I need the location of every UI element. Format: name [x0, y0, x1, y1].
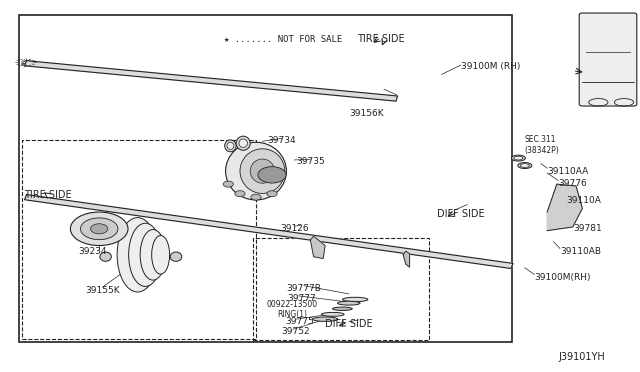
- Ellipse shape: [140, 230, 166, 280]
- Text: 39735: 39735: [296, 157, 324, 166]
- Circle shape: [70, 212, 128, 246]
- Circle shape: [91, 224, 108, 234]
- Text: SEC.311
(38342P): SEC.311 (38342P): [525, 135, 559, 155]
- Polygon shape: [310, 236, 325, 259]
- Ellipse shape: [170, 252, 182, 262]
- Text: 39752: 39752: [282, 327, 310, 336]
- Ellipse shape: [337, 301, 360, 305]
- Text: ★ ....... NOT FOR SALE: ★ ....... NOT FOR SALE: [224, 35, 342, 44]
- Ellipse shape: [225, 140, 236, 152]
- Text: 39156K: 39156K: [349, 109, 383, 118]
- Ellipse shape: [117, 218, 158, 292]
- Polygon shape: [25, 61, 397, 101]
- Text: 00922-13500
RING(1): 00922-13500 RING(1): [266, 300, 317, 319]
- Text: J39101YH: J39101YH: [558, 352, 605, 362]
- Circle shape: [251, 194, 261, 200]
- Polygon shape: [547, 184, 582, 231]
- FancyBboxPatch shape: [579, 13, 637, 106]
- Text: 39155K: 39155K: [85, 286, 120, 295]
- Polygon shape: [24, 195, 513, 269]
- Circle shape: [267, 191, 277, 197]
- Polygon shape: [403, 251, 410, 267]
- Ellipse shape: [250, 159, 275, 183]
- Ellipse shape: [312, 317, 338, 321]
- Ellipse shape: [240, 149, 285, 193]
- Circle shape: [258, 167, 286, 183]
- Ellipse shape: [239, 139, 248, 147]
- Text: 39777B: 39777B: [287, 284, 321, 293]
- Ellipse shape: [514, 156, 523, 160]
- Ellipse shape: [511, 155, 525, 161]
- Ellipse shape: [321, 312, 344, 316]
- Text: 39234: 39234: [79, 247, 107, 256]
- Circle shape: [81, 218, 118, 240]
- Text: 39110AA: 39110AA: [547, 167, 588, 176]
- Ellipse shape: [152, 235, 170, 274]
- Bar: [253, 238, 429, 340]
- Text: 39781: 39781: [573, 224, 602, 233]
- Text: DIFF SIDE: DIFF SIDE: [325, 320, 372, 329]
- Text: 39126: 39126: [280, 224, 308, 233]
- Text: 39777: 39777: [288, 294, 316, 303]
- Text: 39734: 39734: [268, 136, 296, 145]
- Ellipse shape: [520, 164, 529, 167]
- Text: 39100M(RH): 39100M(RH): [534, 273, 591, 282]
- Bar: [19, 15, 512, 342]
- Ellipse shape: [226, 142, 287, 200]
- Ellipse shape: [129, 223, 162, 286]
- Ellipse shape: [333, 307, 352, 311]
- Ellipse shape: [100, 252, 111, 262]
- Text: TIRE SIDE: TIRE SIDE: [357, 34, 404, 44]
- Text: 39776: 39776: [558, 179, 587, 187]
- Text: TIRE SIDE: TIRE SIDE: [24, 190, 72, 200]
- Ellipse shape: [227, 142, 234, 150]
- Circle shape: [223, 181, 234, 187]
- Ellipse shape: [342, 297, 368, 302]
- Text: 39775: 39775: [285, 317, 314, 326]
- Bar: [22, 140, 256, 339]
- Ellipse shape: [518, 163, 532, 169]
- Text: 39110AB: 39110AB: [560, 247, 601, 256]
- Text: 39110A: 39110A: [566, 196, 601, 205]
- Ellipse shape: [236, 136, 250, 150]
- Circle shape: [235, 191, 245, 197]
- Text: DIFF SIDE: DIFF SIDE: [437, 209, 484, 219]
- Text: 39100M (RH): 39100M (RH): [461, 62, 520, 71]
